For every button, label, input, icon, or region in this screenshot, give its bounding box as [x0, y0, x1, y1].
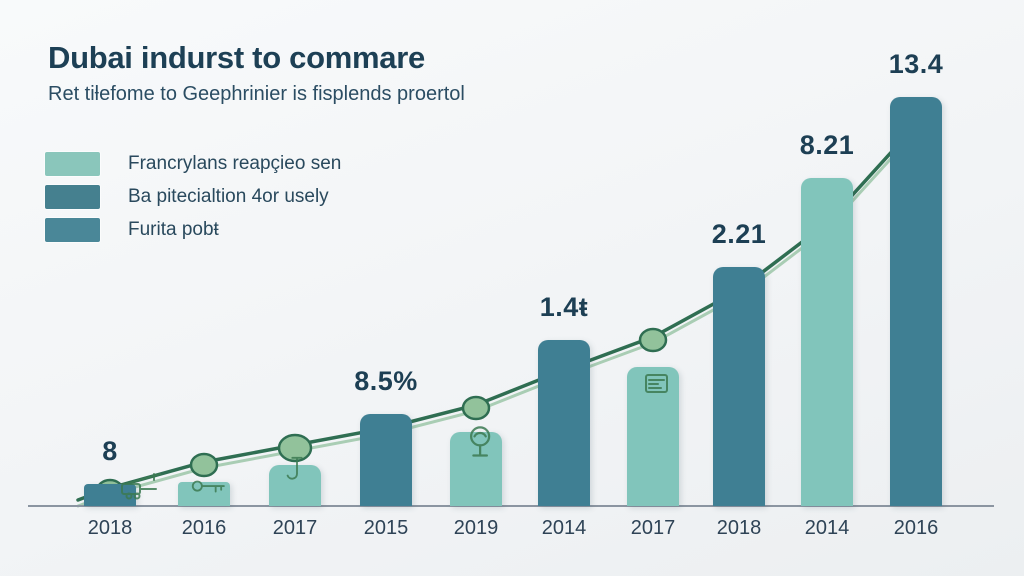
x-axis-label: 2014	[541, 517, 587, 539]
bar-6-2014	[538, 340, 590, 506]
x-axis-label: 2016	[181, 517, 227, 539]
page-title: Dubai indurst to commare	[48, 40, 425, 75]
x-axis-label: 2015	[363, 517, 409, 539]
x-axis-label: 2017	[272, 517, 318, 539]
bar-value-label: 8.5%	[354, 366, 418, 396]
bar-value-label: 1.4ŧ	[539, 292, 589, 322]
key-doodle-icon	[190, 476, 234, 503]
scooter-doodle-icon	[114, 468, 166, 505]
microphone-doodle-icon	[464, 424, 494, 465]
line-marker-icon	[638, 327, 668, 353]
bar-9-2014	[801, 178, 853, 506]
bar-value-label: 13.4	[888, 49, 944, 79]
bar-7-2017	[627, 367, 679, 506]
x-axis-label: 2017	[630, 517, 676, 539]
bar-4-2015	[360, 414, 412, 506]
bar-10-2016	[890, 97, 942, 506]
header: Dubai indurst to commare Ret tiƚefome to…	[48, 40, 465, 106]
x-axis-label: 2018	[87, 517, 133, 539]
bar-3-2017	[269, 465, 321, 506]
page-subtitle: Ret tiƚefome to Geephrinier is fisplends…	[48, 83, 465, 105]
bar-value-label: 8	[102, 436, 118, 466]
x-axis-line	[28, 505, 994, 507]
bar-value-label: 8.21	[799, 130, 855, 160]
x-axis-label: 2016	[893, 517, 939, 539]
x-axis-label: 2014	[804, 517, 850, 539]
bar-value-label: 2.21	[711, 219, 767, 249]
x-axis-label: 2019	[453, 517, 499, 539]
line-marker-icon	[189, 452, 219, 478]
frame-doodle-icon	[644, 373, 670, 400]
x-axis-label: 2018	[716, 517, 762, 539]
line-marker-icon	[461, 395, 491, 421]
hook-doodle-icon	[284, 455, 310, 490]
bar-8-2018	[713, 267, 765, 506]
